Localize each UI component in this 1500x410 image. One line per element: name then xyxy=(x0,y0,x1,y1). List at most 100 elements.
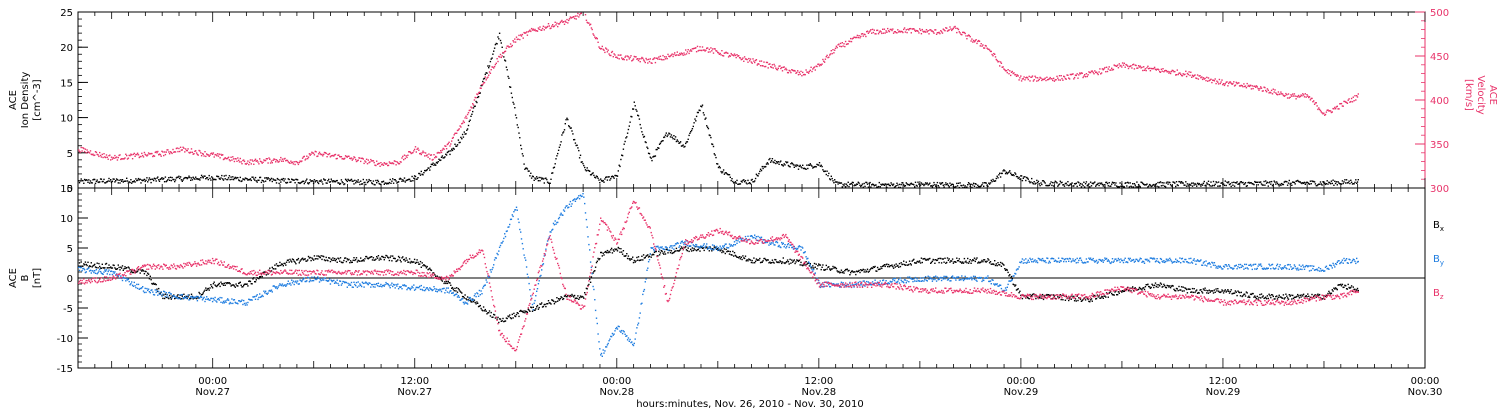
data-point-density xyxy=(608,176,610,178)
data-point-velocity xyxy=(321,153,323,156)
data-point-Bx xyxy=(482,310,484,312)
data-point-velocity xyxy=(714,48,716,50)
data-point-density xyxy=(559,144,561,146)
data-point-Bx xyxy=(1296,295,1298,298)
data-point-density xyxy=(193,177,195,180)
data-point-Bx xyxy=(625,255,627,257)
data-point-velocity xyxy=(763,61,765,63)
data-point-density xyxy=(336,179,338,182)
data-point-Bx xyxy=(723,248,726,250)
data-point-Bx xyxy=(278,264,280,267)
data-point-velocity xyxy=(461,123,463,125)
data-point-density xyxy=(451,149,454,152)
data-point-velocity xyxy=(696,45,699,48)
data-point-density xyxy=(994,180,996,182)
data-point-density xyxy=(1311,180,1313,182)
data-point-density xyxy=(120,179,122,181)
data-point-velocity xyxy=(295,160,297,163)
data-point-Bx xyxy=(660,250,662,252)
data-point-Bx xyxy=(1162,285,1164,288)
data-point-Bx xyxy=(711,248,714,250)
data-point-velocity xyxy=(657,58,659,60)
data-point-Bx xyxy=(135,271,137,273)
data-point-velocity xyxy=(105,154,108,156)
data-point-velocity xyxy=(985,45,987,47)
data-point-density xyxy=(1354,181,1356,184)
data-point-velocity xyxy=(1356,96,1359,98)
data-point-velocity xyxy=(541,27,544,30)
data-point-By xyxy=(151,289,153,291)
data-point-density xyxy=(1357,179,1359,181)
data-point-velocity xyxy=(542,25,545,27)
data-point-velocity xyxy=(284,157,286,160)
data-point-density xyxy=(929,182,931,184)
data-point-Bx xyxy=(78,265,80,268)
data-point-velocity xyxy=(1001,66,1003,68)
data-point-Bx xyxy=(1089,301,1091,303)
data-point-Bx xyxy=(1328,290,1330,293)
data-point-Bx xyxy=(1335,288,1338,290)
data-point-Bx xyxy=(828,266,830,268)
data-point-density xyxy=(142,179,144,182)
data-point-density xyxy=(399,177,401,180)
data-point-density xyxy=(685,142,687,145)
data-point-velocity xyxy=(1079,72,1081,74)
data-point-velocity xyxy=(211,153,214,155)
data-point-velocity xyxy=(376,160,378,162)
data-point-density xyxy=(123,180,125,182)
data-point-velocity xyxy=(549,27,551,30)
data-point-density xyxy=(651,159,653,162)
data-point-Bx xyxy=(222,283,224,285)
data-point-density xyxy=(951,183,953,186)
data-point-Bx xyxy=(1097,296,1099,298)
data-point-velocity xyxy=(560,20,562,23)
data-point-Bx xyxy=(235,283,237,285)
data-point-Bx xyxy=(464,294,466,296)
data-point-velocity xyxy=(1121,62,1124,64)
data-point-density xyxy=(679,142,681,144)
data-point-density xyxy=(773,162,775,164)
data-point-Bx xyxy=(1187,288,1189,290)
data-point-By xyxy=(315,278,317,281)
data-point-velocity xyxy=(1191,76,1193,78)
data-point-density xyxy=(1169,181,1171,184)
data-point-density xyxy=(381,181,383,183)
data-point-By xyxy=(168,292,170,294)
data-point-Bx xyxy=(218,282,220,285)
data-point-density xyxy=(1091,182,1093,184)
data-point-velocity xyxy=(260,161,263,163)
data-point-density xyxy=(950,184,952,187)
data-point-velocity xyxy=(821,63,823,65)
data-point-density xyxy=(770,160,773,162)
data-point-velocity xyxy=(576,15,578,17)
data-point-By xyxy=(276,287,279,290)
data-point-velocity xyxy=(653,57,656,59)
data-point-velocity xyxy=(166,149,168,151)
data-point-velocity xyxy=(403,158,405,161)
data-point-velocity xyxy=(838,43,840,45)
data-point-velocity xyxy=(1334,108,1337,110)
data-point-density xyxy=(996,175,998,177)
data-point-Bx xyxy=(1191,287,1194,290)
data-point-velocity xyxy=(1020,75,1022,77)
data-point-By xyxy=(204,300,206,303)
data-point-velocity xyxy=(461,122,464,124)
data-point-density xyxy=(337,182,339,184)
data-point-By xyxy=(259,296,262,298)
data-point-Bx xyxy=(498,321,500,324)
data-point-velocity xyxy=(235,158,237,160)
data-point-velocity xyxy=(492,66,494,68)
data-point-By xyxy=(133,281,135,284)
data-point-velocity xyxy=(912,28,914,30)
data-point-density xyxy=(1080,186,1083,188)
data-point-velocity xyxy=(726,52,728,54)
data-point-Bx xyxy=(145,270,147,273)
data-point-velocity xyxy=(426,154,428,156)
data-point-velocity xyxy=(658,56,660,58)
data-point-velocity xyxy=(374,164,376,166)
data-point-Bx xyxy=(1167,285,1169,287)
data-point-Bx xyxy=(773,262,775,264)
data-point-velocity xyxy=(110,159,112,161)
data-point-Bx xyxy=(325,256,327,259)
data-point-velocity xyxy=(660,58,662,61)
